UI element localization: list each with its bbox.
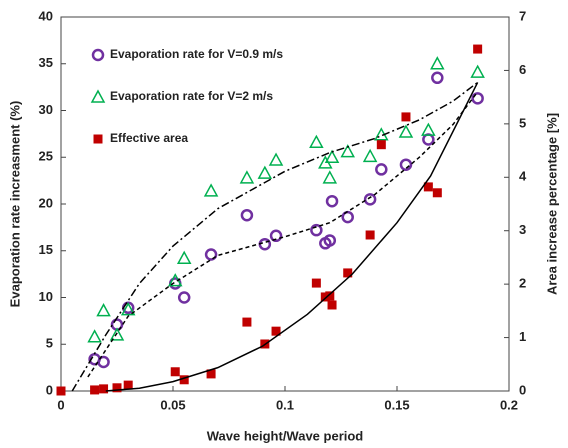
y-tick-label: 40	[39, 8, 53, 23]
marker	[311, 278, 321, 288]
marker	[423, 182, 433, 192]
y-tick-label: 20	[39, 195, 53, 210]
marker	[112, 383, 122, 393]
marker	[323, 234, 337, 247]
y2-tick-label: 7	[519, 8, 526, 23]
x-tick-label: 0.2	[500, 397, 518, 412]
marker	[325, 291, 335, 301]
marker	[87, 329, 102, 343]
marker	[271, 326, 281, 336]
marker	[93, 134, 103, 144]
x-tick-label: 0.1	[276, 397, 294, 412]
marker	[340, 144, 355, 158]
marker	[242, 317, 252, 327]
marker	[310, 223, 323, 237]
y2-tick-label: 0	[519, 382, 526, 397]
marker	[421, 122, 436, 136]
plot-frame	[60, 16, 510, 392]
y2-tick-label: 2	[519, 276, 526, 291]
marker	[56, 386, 66, 396]
marker	[109, 327, 125, 341]
x-tick-label: 0	[57, 397, 64, 412]
x-tick-label: 0.15	[384, 397, 409, 412]
marker	[325, 194, 339, 208]
marker	[471, 92, 484, 105]
x-tick-label: 0.05	[160, 397, 185, 412]
marker	[343, 268, 353, 278]
marker	[398, 124, 414, 138]
marker	[257, 165, 273, 179]
legend-label: Effective area	[110, 131, 188, 145]
y2-tick-label: 5	[519, 115, 526, 130]
marker	[327, 300, 337, 310]
marker	[239, 170, 255, 184]
marker	[322, 170, 338, 184]
marker	[90, 89, 106, 103]
y2-tick-label: 1	[519, 329, 526, 344]
marker	[432, 188, 442, 198]
trend-line	[87, 91, 479, 378]
marker	[204, 248, 218, 261]
marker	[376, 140, 386, 150]
marker	[206, 369, 216, 379]
marker	[309, 134, 324, 149]
marker	[96, 303, 111, 317]
marker	[176, 250, 192, 264]
y2-tick-label: 4	[519, 169, 527, 184]
y-tick-label: 30	[39, 102, 53, 117]
marker	[269, 229, 283, 243]
legend-label: Evaporation rate for V=2 m/s	[110, 89, 273, 103]
y2-axis-label: Area increase percentage [%]	[544, 113, 559, 295]
marker	[170, 367, 180, 377]
y2-tick-label: 6	[519, 62, 526, 77]
x-axis-label: Wave height/Wave period	[207, 428, 364, 443]
marker	[375, 163, 388, 176]
y-axis-label: Evaporation rate increasment (%)	[7, 101, 22, 308]
marker	[179, 375, 189, 385]
trend-line	[71, 81, 479, 392]
marker	[431, 71, 444, 85]
y-tick-label: 15	[39, 242, 53, 257]
marker	[203, 183, 219, 197]
y2-tick-label: 3	[519, 222, 526, 237]
y-tick-label: 5	[46, 336, 53, 351]
marker	[177, 291, 191, 304]
y-tick-label: 25	[39, 149, 53, 164]
marker	[473, 44, 483, 54]
marker	[120, 302, 136, 316]
marker	[268, 152, 284, 166]
marker	[470, 64, 485, 78]
marker	[362, 148, 378, 163]
marker	[430, 56, 445, 70]
marker	[123, 380, 133, 390]
marker	[422, 133, 435, 146]
marker	[365, 230, 375, 240]
legend-label: Evaporation rate for V=0.9 m/s	[110, 47, 283, 61]
y-tick-label: 10	[39, 289, 53, 304]
marker	[91, 48, 105, 62]
marker	[240, 208, 254, 222]
y-tick-label: 0	[46, 382, 53, 397]
marker	[401, 112, 411, 122]
marker	[324, 149, 340, 163]
marker	[363, 193, 377, 206]
marker	[90, 385, 100, 395]
marker	[399, 158, 413, 171]
trend-line	[105, 82, 479, 392]
marker	[97, 355, 110, 369]
marker	[99, 384, 109, 394]
y-tick-label: 35	[39, 55, 53, 70]
